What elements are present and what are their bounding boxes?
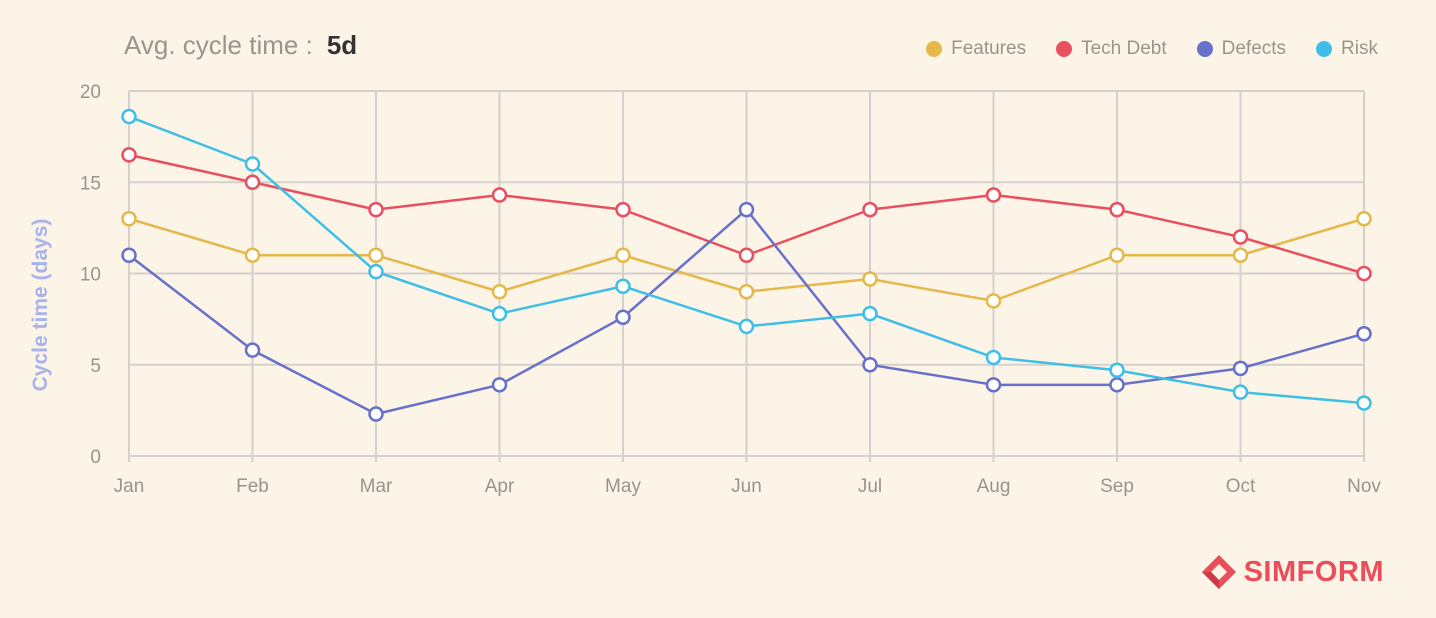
legend-label-risk: Risk [1341, 38, 1378, 59]
point-features-apr [491, 284, 508, 300]
point-features-jun [738, 284, 755, 300]
point-defects-may [615, 309, 631, 326]
point-tech-debt-apr [491, 187, 508, 203]
point-risk-mar [368, 263, 384, 280]
x-tick-label-aug: Aug [977, 476, 1011, 497]
avg-cycle-time-label: Avg. cycle time : [124, 30, 313, 60]
y-tick-label-10: 10 [80, 265, 101, 286]
point-risk-apr [491, 305, 508, 322]
legend-label-defects: Defects [1221, 38, 1287, 59]
x-tick-label-apr: Apr [485, 476, 515, 497]
chart-tick-labels: 0 5 10 15 20 Jan Feb Mar Apr May Jun Jul Aug Sep Oct No… [80, 82, 1382, 497]
point-tech-debt-feb [244, 174, 261, 190]
legend-item-defects[interactable]: Defects [1196, 38, 1287, 60]
point-risk-aug [985, 349, 1002, 366]
legend-label-features: Features [951, 38, 1027, 59]
point-tech-debt-aug [985, 187, 1002, 203]
x-tick-label-feb: Feb [236, 476, 269, 497]
point-features-feb [244, 247, 261, 263]
point-defects-jul [862, 357, 878, 373]
legend-dot-features [926, 41, 943, 57]
point-features-oct [1232, 247, 1249, 263]
point-defects-sep [1109, 377, 1125, 393]
point-risk-may [615, 278, 631, 295]
point-features-sep [1109, 247, 1125, 263]
legend-item-risk[interactable]: Risk [1316, 38, 1378, 60]
legend-dot-risk [1316, 41, 1333, 57]
point-tech-debt-sep [1109, 201, 1125, 218]
point-risk-jun [738, 318, 755, 335]
point-defects-jun [738, 201, 755, 218]
point-tech-debt-mar [368, 201, 384, 218]
point-risk-nov [1356, 395, 1372, 411]
point-tech-debt-nov [1356, 265, 1372, 282]
point-defects-aug [985, 377, 1002, 393]
x-tick-label-nov: Nov [1347, 476, 1381, 497]
point-defects-oct [1232, 360, 1249, 377]
x-tick-label-jul: Jul [858, 476, 882, 497]
point-defects-jan [121, 247, 137, 263]
x-tick-label-may: May [605, 476, 641, 497]
y-tick-label-15: 15 [80, 173, 101, 194]
point-features-mar [368, 247, 384, 263]
y-tick-label-20: 20 [80, 82, 101, 103]
point-features-aug [985, 293, 1002, 309]
point-features-nov [1356, 211, 1372, 227]
point-features-jan [121, 211, 137, 227]
chart-grid [128, 90, 1365, 462]
legend-label-tech-debt: Tech Debt [1081, 38, 1167, 59]
chart-title: Avg. cycle time : 5d [124, 30, 357, 61]
legend-dot-tech-debt [1056, 41, 1073, 57]
point-tech-debt-may [615, 201, 631, 218]
x-tick-label-jun: Jun [731, 476, 762, 497]
point-risk-sep [1109, 362, 1125, 378]
point-risk-feb [244, 156, 261, 172]
x-tick-label-jan: Jan [114, 476, 145, 497]
legend: Features Tech Debt Defects Risk [926, 38, 1378, 60]
point-defects-nov [1356, 325, 1372, 342]
legend-item-features[interactable]: Features [926, 38, 1026, 60]
point-defects-feb [244, 342, 261, 358]
point-risk-jul [862, 305, 878, 322]
point-tech-debt-jun [738, 247, 755, 263]
x-tick-label-oct: Oct [1226, 476, 1256, 497]
chart-series-points [121, 108, 1372, 422]
point-tech-debt-jan [121, 147, 137, 163]
y-tick-label-0: 0 [90, 447, 101, 468]
legend-dot-defects [1196, 41, 1213, 57]
point-risk-oct [1232, 384, 1249, 400]
point-tech-debt-oct [1232, 229, 1249, 245]
legend-item-tech-debt[interactable]: Tech Debt [1056, 38, 1167, 60]
point-features-jul [862, 271, 878, 287]
simform-logo-icon [1201, 555, 1236, 589]
point-defects-apr [491, 377, 508, 393]
point-defects-mar [368, 406, 384, 422]
x-tick-label-sep: Sep [1100, 476, 1134, 497]
brand-name: SIMFORM [1243, 555, 1384, 588]
x-tick-label-mar: Mar [360, 476, 393, 497]
point-tech-debt-jul [862, 201, 878, 218]
simform-logo: SIMFORM [1200, 553, 1384, 591]
y-tick-label-5: 5 [90, 356, 101, 377]
point-risk-jan [121, 108, 137, 125]
avg-cycle-time-value: 5d [326, 30, 358, 60]
point-features-may [615, 247, 631, 263]
